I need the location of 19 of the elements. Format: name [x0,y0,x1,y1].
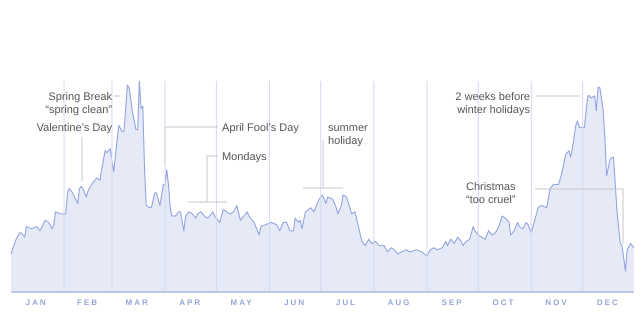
annotation: Mondays [222,151,268,163]
x-tick-label: DEC [596,298,620,307]
x-tick-label: AUG [388,298,412,307]
annotation: Valentine’s Day [36,122,112,134]
x-tick-label: JAN [26,298,48,307]
x-tick-label: APR [179,298,202,307]
x-tick-label: SEP [442,298,464,307]
annotation: summer holiday [328,122,368,147]
x-tick-label: JUL [336,298,358,307]
x-tick-label: JUN [284,298,306,307]
x-tick-label: NOV [545,298,569,307]
x-tick-label: MAR [126,298,150,307]
x-tick-label: OCT [492,298,516,307]
annotation: 2 weeks before winter holidays [455,91,530,116]
annotation: Spring Break “spring clean” [45,91,112,116]
x-tick-label: FEB [77,298,100,307]
annotation: Christmas “too cruel” [466,181,516,206]
x-tick-label: MAY [230,298,254,307]
annotation: April Fool’s Day [222,122,300,134]
